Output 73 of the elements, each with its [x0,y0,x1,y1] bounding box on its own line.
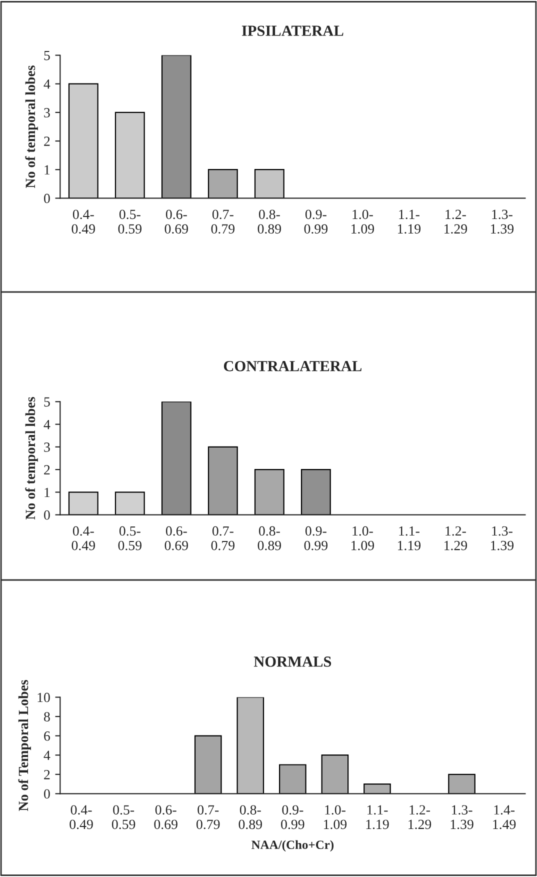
x-tick-label: 0.6- 0.69 [164,526,188,550]
y-tick-label: 5 [44,50,50,60]
x-tick-label: 1.0- 1.09 [351,210,374,234]
bar [194,735,222,794]
x-tick-label: 0.4- 0.49 [70,805,93,830]
x-tick-label: 1.1- 1.19 [398,526,421,550]
bar [208,446,238,515]
bar [68,83,98,198]
bar [254,468,284,515]
bar [114,492,145,515]
y-tick-label: 3 [44,442,50,452]
y-tick-label: 0 [44,194,50,204]
y-tick-label: 8 [44,712,50,722]
x-tick-label: 1.3- 1.39 [491,210,514,234]
bar [279,764,306,794]
bar [208,169,238,198]
y-tick-label: 6 [44,731,50,741]
bar [68,492,98,515]
x-tick-label: 0.5- 0.59 [118,526,142,550]
x-tick-label: 0.9- 0.99 [281,805,304,830]
y-tick-label: 0 [44,510,50,520]
x-tick-label: 1.1- 1.19 [366,805,389,830]
y-axis-title: No of temporal lobes [25,66,38,188]
bar [321,754,349,794]
x-tick-label: 0.8- 0.89 [258,210,281,234]
y-tick-label: 4 [44,420,50,430]
x-tick-label: 1.3- 1.39 [450,805,474,830]
x-tick-label: 1.2- 1.29 [444,210,468,234]
y-tick-label: 1 [44,165,50,174]
y-tick-label: 2 [44,770,50,780]
x-tick-label: 0.7- 0.79 [211,210,234,234]
x-tick-label: 0.7- 0.79 [211,526,234,550]
y-tick-label: 2 [44,465,50,474]
chart-title: NORMALS [254,656,332,667]
bar [254,169,284,198]
x-tick-label: 0.7- 0.79 [196,805,220,830]
x-tick-label: 0.5- 0.59 [112,805,136,830]
x-tick-label: 1.4- 1.49 [493,805,516,830]
bar [364,783,391,794]
bar [300,468,331,515]
x-axis-title: NAA/(Cho+Cr) [252,840,334,852]
x-tick-label: 0.6- 0.69 [154,805,178,830]
bar [236,697,264,794]
y-tick-label: 4 [44,750,50,760]
x-tick-label: 1.2- 1.29 [444,526,468,550]
y-tick-label: 3 [44,108,50,118]
x-tick-label: 1.3- 1.39 [491,526,514,550]
x-tick-label: 0.4- 0.49 [72,210,95,234]
y-axis-title: No of temporal lobes [25,397,38,520]
x-tick-label: 0.8- 0.89 [258,526,281,550]
bar [114,112,145,198]
y-tick-label: 1 [44,488,50,497]
bar [448,774,476,794]
chart-title: CONTRALATERAL [224,360,362,372]
bar [161,402,192,515]
y-tick-label: 10 [38,692,50,702]
x-tick-label: 1.2- 1.29 [408,805,432,830]
y-tick-label: 2 [44,136,50,146]
y-tick-label: 4 [44,80,50,89]
y-axis-title: No of Temporal Lobes [18,680,31,811]
y-tick-label: 0 [44,789,50,799]
x-tick-label: 0.8- 0.89 [238,805,262,830]
x-tick-label: 0.6- 0.69 [164,210,188,234]
x-tick-label: 0.9- 0.99 [304,526,328,550]
x-tick-label: 1.1- 1.19 [398,210,421,234]
x-tick-label: 0.4- 0.49 [72,526,95,550]
y-tick-label: 5 [44,397,50,407]
x-tick-label: 0.5- 0.59 [118,210,142,234]
x-tick-label: 0.9- 0.99 [304,210,328,234]
bar [161,55,192,198]
x-tick-label: 1.0- 1.09 [324,805,347,830]
chart-title: IPSILATERAL [242,26,344,36]
x-tick-label: 1.0- 1.09 [351,526,374,550]
